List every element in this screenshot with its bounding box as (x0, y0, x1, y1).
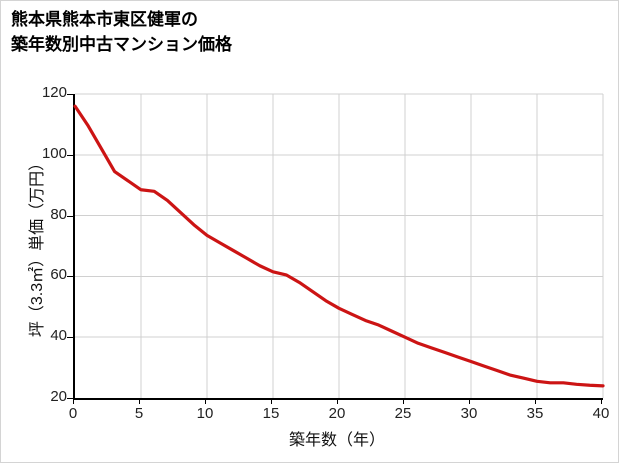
x-axis-tick-mark (535, 398, 536, 404)
x-axis-tick-label: 40 (592, 405, 610, 422)
y-axis-tick-label: 40 (50, 327, 67, 345)
y-axis-tick-label: 100 (41, 144, 67, 162)
x-axis-tick-label: 15 (262, 405, 280, 422)
x-axis-label: 築年数（年） (288, 432, 385, 449)
y-axis-tick-label: 60 (50, 266, 67, 284)
series-chart-svg (73, 93, 605, 398)
x-axis-tick-mark (271, 398, 272, 404)
chart-title: 熊本県熊本市東区健軍の築年数別中古マンション価格 (11, 7, 611, 57)
grid-lines (75, 93, 604, 398)
price-series-line (73, 104, 605, 388)
x-axis-tick-label: 20 (328, 405, 346, 422)
x-axis-tick-mark (601, 398, 602, 404)
y-axis-tick-mark (67, 215, 73, 217)
x-axis-tick-mark (469, 398, 470, 404)
x-axis-tick-label: 10 (196, 405, 214, 422)
x-axis-tick-mark (205, 398, 206, 404)
y-axis-tick-mark (67, 154, 73, 156)
x-axis-tick-label: 0 (68, 405, 78, 422)
y-axis-tick-mark (67, 337, 73, 339)
x-axis-tick-label: 30 (460, 405, 478, 422)
x-axis-tick-label: 35 (526, 405, 544, 422)
plot-area (73, 93, 605, 400)
x-axis-tick-mark (139, 398, 140, 404)
y-axis-tick-label: 20 (50, 388, 67, 405)
chart-title-line2: 築年数別中古マンション価格 (11, 35, 232, 54)
x-axis-tick-mark (403, 398, 404, 404)
x-axis-tick-mark (73, 398, 74, 404)
chart-title-line1: 熊本県熊本市東区健軍の (11, 10, 198, 29)
y-axis-tick-mark (67, 94, 73, 95)
y-axis-tick-mark (67, 398, 73, 399)
y-axis-tick-group: 20 40 60 80 100 120 (1, 1, 67, 466)
y-axis-tick-label: 80 (50, 205, 67, 223)
y-axis-tick-mark (67, 276, 73, 278)
x-axis-tick-label: 25 (394, 405, 412, 422)
x-axis-tick-label: 5 (134, 405, 144, 422)
x-axis-tick-mark (337, 398, 338, 404)
y-axis-tick-label: 120 (41, 84, 67, 101)
